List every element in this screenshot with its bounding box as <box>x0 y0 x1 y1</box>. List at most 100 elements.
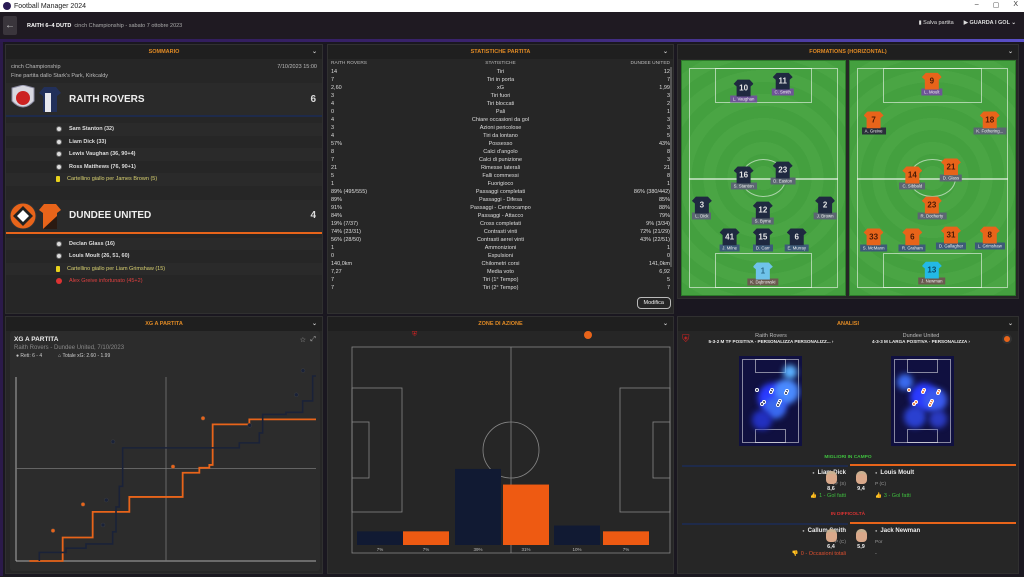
home-value: 91% <box>331 205 343 211</box>
home-team-name: RAITH ROVERS <box>69 93 145 105</box>
stat-row: 89% (495/555) Passaggi completati 86% (380… <box>328 188 673 196</box>
penalty-box <box>883 68 982 104</box>
chevron-down-icon[interactable]: ⌄ <box>662 49 668 55</box>
goal-marker[interactable] <box>104 497 109 503</box>
away-value: 9% (3/34) <box>646 221 670 227</box>
stat-row: 7 Calci di punizione 3 <box>328 156 673 164</box>
stat-name: Passaggi - Centrocampo <box>470 205 531 211</box>
stats-table[interactable]: 14 Tiri 12 7 Tiri in porta 7 2,60 xG 1,99 3 Tiri f… <box>328 68 673 300</box>
heat-blob <box>903 405 926 428</box>
stat-row: 74% (23/31) Contrasti vinti 72% (21/29) <box>328 228 673 236</box>
home-value: 4 <box>331 133 335 139</box>
xg-subtitle: Raith Rovers - Dundee United, 7/10/2023 <box>14 345 125 351</box>
dundee-crest-icon <box>584 331 592 339</box>
player-rating: 8,6 <box>827 486 835 492</box>
chevron-down-icon[interactable]: ⌄ <box>1007 49 1013 55</box>
player-marker[interactable]: 16 S. Stanton <box>730 166 757 190</box>
goal-marker[interactable] <box>200 416 206 421</box>
expand-icon[interactable]: ⤢ <box>310 336 316 343</box>
player-marker[interactable]: 6 E. Murray <box>784 228 810 252</box>
player-name: Louis Moult <box>880 470 915 476</box>
goal-marker[interactable] <box>300 368 306 373</box>
chevron-down-icon[interactable]: ⌄ <box>311 49 317 55</box>
home-team-row[interactable]: RAITH ROVERS 6 <box>6 83 322 117</box>
player-marker[interactable]: 31 D. Gallagher <box>935 226 967 250</box>
star-icon[interactable]: ☆ <box>299 337 306 344</box>
player-marker[interactable]: 1 K. Dąbrowski <box>747 262 779 286</box>
player-marker[interactable]: 21 D. Glass <box>939 158 963 182</box>
stats-scrollbar[interactable] <box>670 67 672 267</box>
event-row: Alex Greive infortunato (45+2) <box>6 275 322 288</box>
home-value: 8 <box>331 149 335 155</box>
goal-marker[interactable] <box>80 502 86 507</box>
stats-title: STATISTICHE PARTITA <box>470 49 531 55</box>
stat-name: Fuorigioco <box>487 181 514 187</box>
back-button[interactable]: ← <box>3 16 17 35</box>
away-team-label: Dundee United <box>902 333 940 339</box>
goal-marker[interactable] <box>50 528 56 533</box>
player-avg-position <box>935 391 940 396</box>
zone-bar <box>455 468 501 545</box>
player-marker[interactable]: 18 K. Fothering... <box>973 111 1007 135</box>
player-marker[interactable]: 9 L. Moult <box>921 72 943 96</box>
player-avg-position <box>783 391 788 396</box>
home-events-list: Sam Stanton (32) Liam Dick (33) Lewis Vaug… <box>6 117 322 186</box>
home-value: 89% <box>331 197 343 203</box>
player-marker[interactable]: 23 R. Docherty <box>917 196 947 220</box>
save-match-button[interactable]: ▮ Salva partita <box>919 20 954 26</box>
away-team-row[interactable]: DUNDEE UNITED 4 <box>6 199 322 234</box>
home-tactic-link[interactable]: 5-3-2 M TF POSITIVA - PERSONALIZZA PERSO… <box>708 339 834 344</box>
minimize-button[interactable]: – <box>974 1 979 8</box>
best-players-title: MIGLIORI IN CAMPO <box>824 455 872 460</box>
player-marker[interactable]: 15 D. Carr <box>752 228 773 252</box>
player-marker[interactable]: 2 J. Brown <box>813 196 837 220</box>
goal-marker[interactable] <box>294 392 299 397</box>
away-kit-icon <box>39 203 61 229</box>
player-card[interactable]: ● Jack Newman Por - <box>875 525 995 557</box>
chevron-down-icon[interactable]: ⌄ <box>311 321 317 327</box>
player-marker[interactable]: 13 J. Newman <box>918 261 946 285</box>
player-marker[interactable]: 3 L. Dick <box>691 196 712 220</box>
maximize-button[interactable]: ▢ <box>992 2 1000 9</box>
player-face-icon <box>825 529 837 542</box>
chevron-down-icon[interactable]: ⌄ <box>662 321 668 327</box>
player-card[interactable]: ● Louis Moult P (C) 👍 3 - Gol fatti <box>875 467 995 499</box>
player-marker[interactable]: 8 L. Grimshaw <box>974 226 1005 250</box>
player-name: C. Smith <box>771 88 794 96</box>
away-events-list: Declan Glass (16) Louis Moult (26, 51, 60… <box>6 234 322 288</box>
goal-marker[interactable] <box>100 522 106 528</box>
player-marker[interactable]: 33 S. McMann <box>859 228 888 252</box>
player-marker[interactable]: 11 C. Smith <box>771 72 794 96</box>
goal-marker[interactable] <box>110 439 116 444</box>
modify-button[interactable]: Modifica <box>636 297 671 309</box>
total-xg-summary: ⌂ Totale xG: 2.60 - 1.99 <box>58 353 111 359</box>
player-marker[interactable]: 14 C. Sibbald <box>899 166 926 190</box>
stat-row: 4 Tiri da lontano 5 <box>328 132 673 140</box>
event-row: Sam Stanton (32) <box>6 123 322 136</box>
stat-row: 2,60 xG 1,99 <box>328 84 673 92</box>
yellow-card-icon <box>56 176 60 183</box>
match-score: RAITH 6–4 DUTD <box>27 22 72 29</box>
player-marker[interactable]: 10 L. Vaughan <box>729 79 758 103</box>
player-marker[interactable]: 41 J. Milne <box>719 228 740 252</box>
goal-marker[interactable] <box>247 423 252 428</box>
home-value: 1 <box>331 245 335 251</box>
player-marker[interactable]: 12 S. Byrne <box>751 201 775 225</box>
shirt-number: 1 <box>752 262 773 280</box>
goal-marker[interactable] <box>170 464 176 469</box>
save-label: Salva partita <box>923 20 954 26</box>
away-tactic-link[interactable]: 4-3-3 M LARGA POSITIVA - PERSONALIZZA › <box>872 339 970 344</box>
shirt-number: 3 <box>691 196 712 214</box>
shirt-number: 18 <box>979 111 1000 129</box>
close-button[interactable]: X <box>1013 1 1018 8</box>
stat-row: 1 Ammonizioni 1 <box>328 244 673 252</box>
chevron-down-icon[interactable]: ⌄ <box>1007 321 1013 327</box>
player-marker[interactable]: 23 D. Easton <box>770 161 796 185</box>
thumbs-up-icon: 👍 <box>810 493 818 499</box>
player-marker[interactable]: 6 R. Graham <box>898 228 926 252</box>
yellow-card-icon <box>56 265 60 272</box>
event-row: Louis Moult (26, 51, 60) <box>6 250 322 263</box>
player-name: D. Glass <box>939 174 963 182</box>
watch-goals-button[interactable]: ▶ GUARDA I GOL ⌄ <box>963 20 1016 26</box>
player-marker[interactable]: 7 A. Greive <box>861 111 886 135</box>
